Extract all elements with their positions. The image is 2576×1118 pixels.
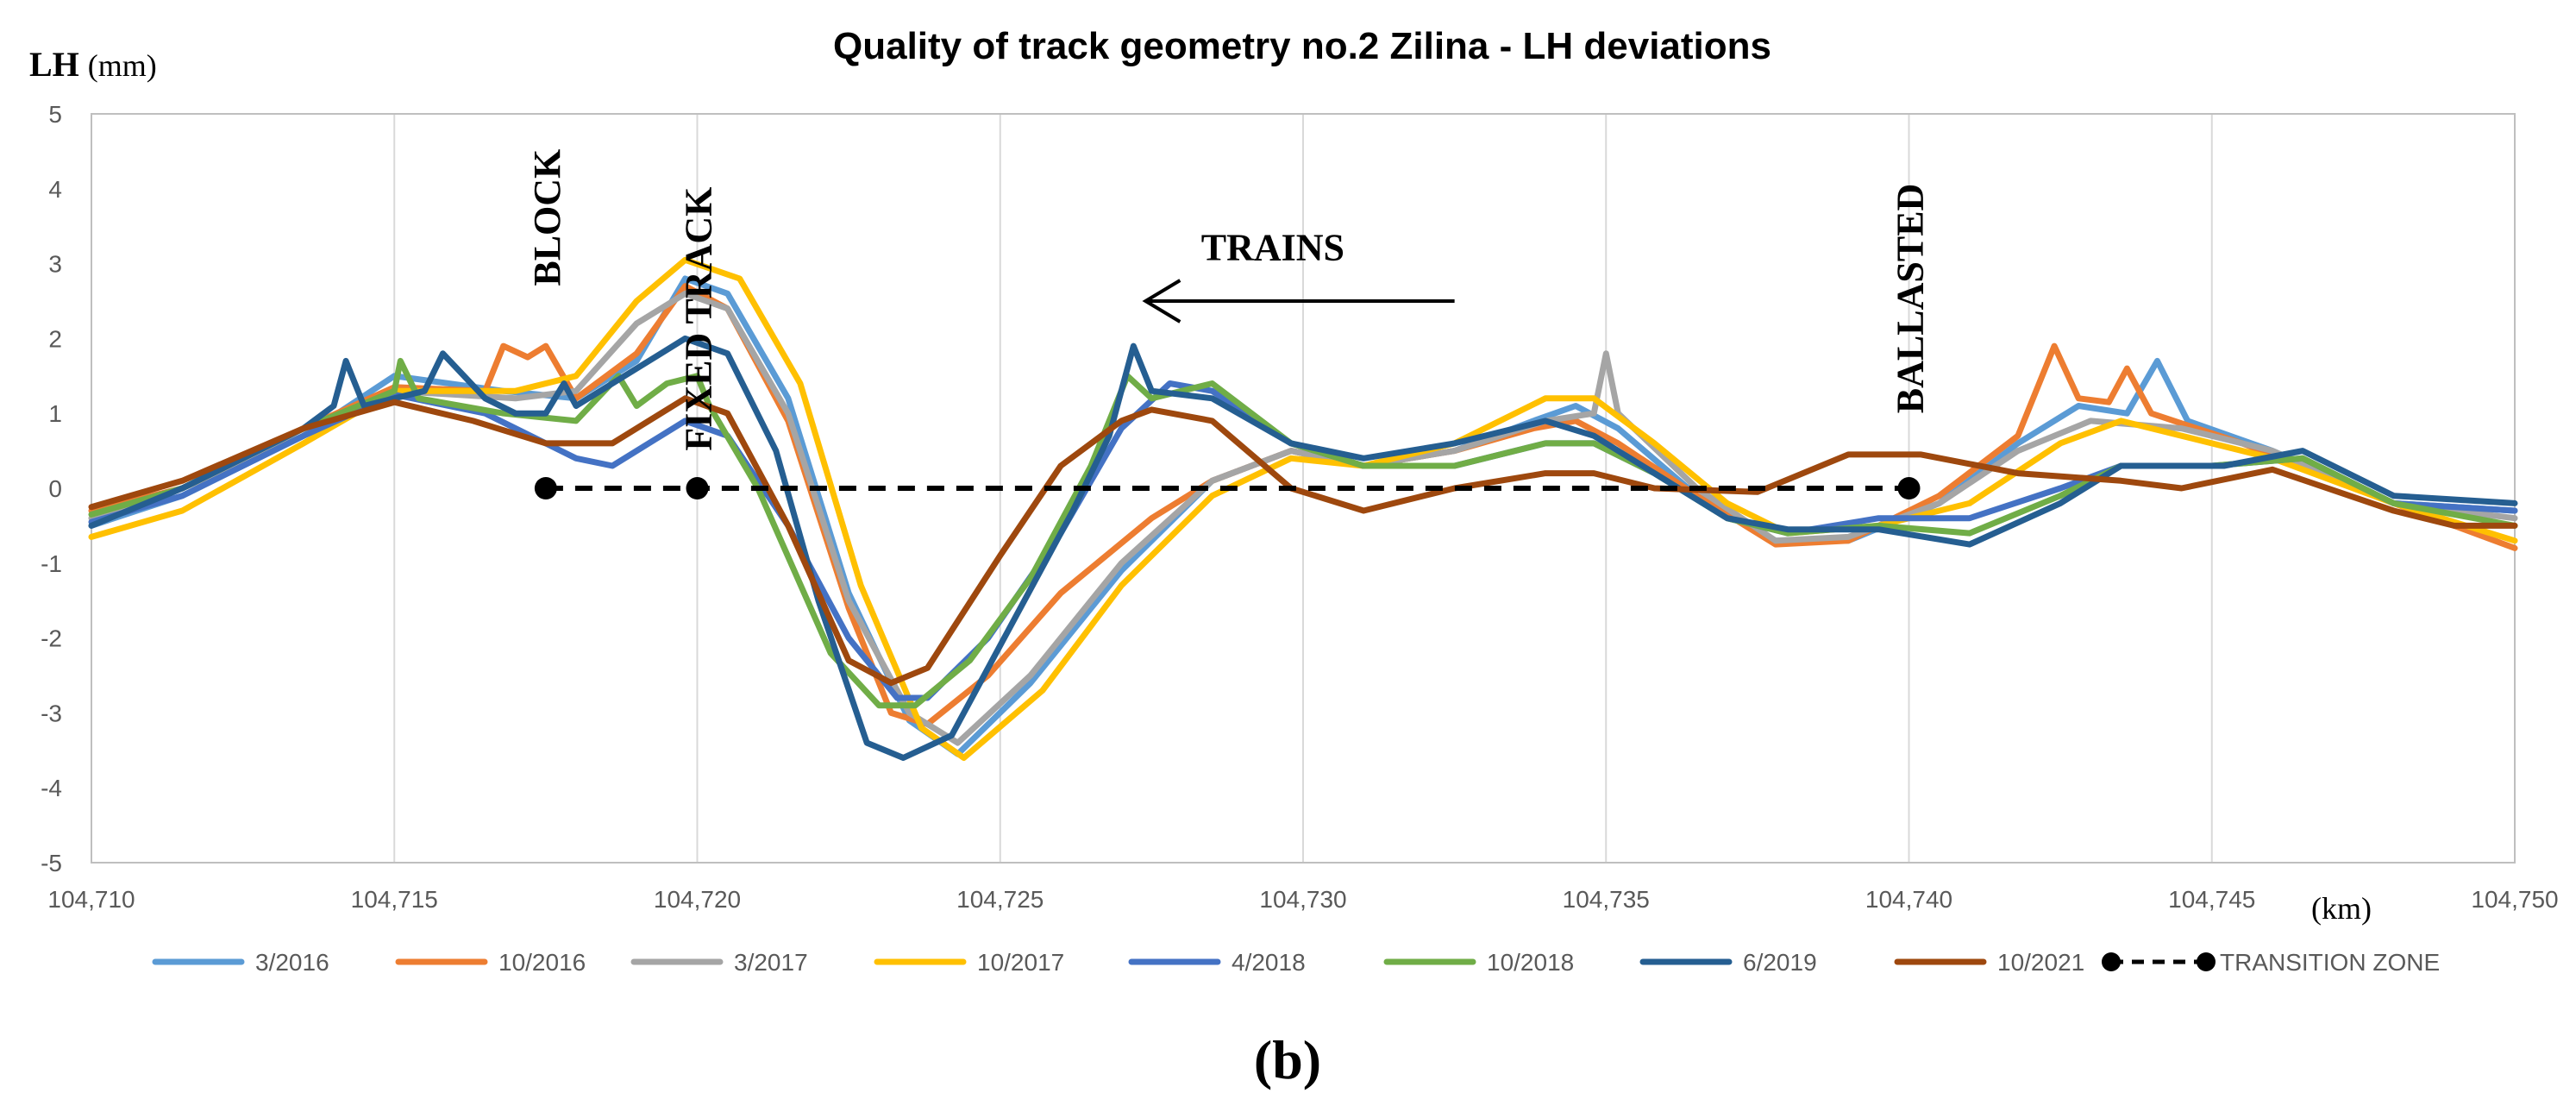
y-axis-label: LH (mm) [29, 45, 157, 84]
transition-zone-marker [686, 477, 709, 499]
series-line-10-2017 [88, 256, 2518, 761]
series-line-10-2021 [88, 395, 2518, 687]
legend-item: 3/2016 [152, 949, 329, 976]
legend-label: TRANSITION ZONE [2220, 949, 2440, 976]
x-tick-label: 104,750 [2471, 886, 2558, 913]
y-tick-label: 3 [48, 251, 62, 278]
legend-item: 4/2018 [1128, 949, 1306, 976]
x-tick-label: 104,730 [1259, 886, 1346, 913]
legend-label: 10/2018 [1487, 949, 1574, 976]
annotation-fixed-track: FIXED TRACK [678, 187, 720, 451]
x-tick-label: 104,740 [1865, 886, 1952, 913]
x-tick-label: 104,735 [1563, 886, 1650, 913]
legend-label: 10/2021 [1997, 949, 2084, 976]
annotation-trains-label: TRAINS [1201, 226, 1344, 268]
legend-item: 10/2021 [1894, 949, 2084, 976]
legend-marker [2197, 952, 2216, 971]
x-tick-label: 104,725 [956, 886, 1044, 913]
legend-item: 10/2018 [1383, 949, 1574, 976]
legend-label: 3/2017 [734, 949, 808, 976]
series-line-4-2018 [88, 380, 2518, 701]
transition-zone-marker [1897, 477, 1921, 499]
y-tick-label: 4 [48, 176, 62, 203]
y-tick-label: 2 [48, 325, 62, 352]
chart-title: Quality of track geometry no.2 Zilina - … [833, 25, 1771, 67]
trains-arrow-head [1142, 279, 1181, 323]
y-tick-label: 5 [48, 101, 62, 128]
legend-item: 10/2016 [395, 949, 586, 976]
y-axis-label-text: LH [29, 45, 79, 84]
y-axis-label-unit: (mm) [88, 48, 157, 83]
plot-area-border [91, 113, 2516, 864]
series-line-6-2019 [88, 335, 2518, 761]
legend-label: 4/2018 [1232, 949, 1306, 976]
y-tick-label: -1 [41, 550, 62, 577]
y-tick-label: -2 [41, 625, 62, 652]
x-tick-label: 104,745 [2168, 886, 2255, 913]
x-tick-label: 104,715 [351, 886, 438, 913]
legend-label: 10/2017 [977, 949, 1064, 976]
axis-layer: 5 4 3 2 1 0 -1 -2 -3 -4 -5 104,710 104,715 104,720 104… [41, 101, 2559, 913]
y-tick-label: 0 [48, 475, 62, 502]
legend-item: 10/2017 [874, 949, 1064, 976]
y-tick-label: -3 [41, 700, 62, 726]
legend-item: 3/2017 [630, 949, 808, 976]
annotation-layer: BLOCK FIXED TRACK BALLASTED TRAINS [526, 149, 1932, 451]
y-tick-label: 1 [48, 400, 62, 427]
annotation-block: BLOCK [526, 149, 568, 286]
y-tick-label: -5 [41, 850, 62, 876]
legend-label: 10/2016 [498, 949, 586, 976]
y-tick-label: -4 [41, 775, 62, 801]
legend-marker [2102, 952, 2121, 971]
legend: 3/2016 10/2016 3/2017 10/2017 4/2018 10/2018 6… [152, 949, 2440, 976]
x-axis-label: (km) [2311, 891, 2372, 926]
annotation-ballasted: BALLASTED [1890, 184, 1932, 414]
legend-item: TRANSITION ZONE [2102, 949, 2440, 976]
legend-item: 6/2019 [1639, 949, 1817, 976]
x-tick-label: 104,710 [47, 886, 135, 913]
series-layer [88, 256, 2518, 761]
legend-label: 6/2019 [1743, 949, 1817, 976]
legend-label: 3/2016 [255, 949, 329, 976]
transition-zone-marker [534, 477, 557, 499]
x-tick-label: 104,720 [654, 886, 741, 913]
figure-caption: (b) [1254, 1029, 1321, 1090]
